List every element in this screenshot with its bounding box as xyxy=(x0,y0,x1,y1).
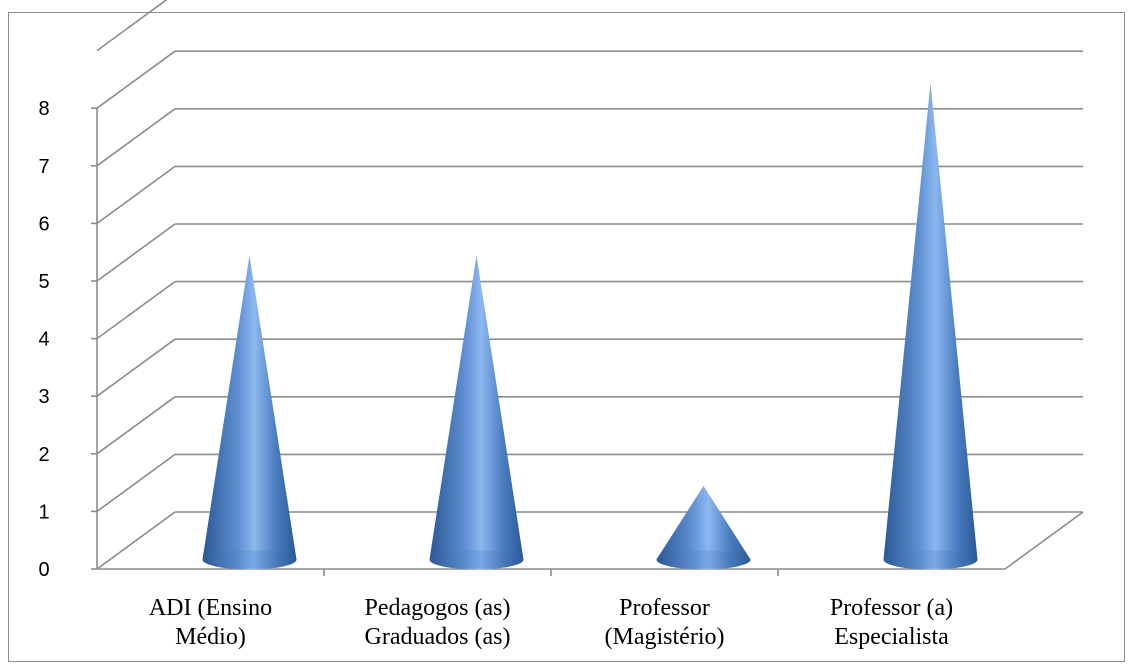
gridline-left-wall xyxy=(96,396,176,455)
cone-body xyxy=(202,255,297,570)
x-category-labels: ADI (Ensino Médio) Pedagogos (as) Graduados… xyxy=(149,595,953,650)
gridline-left-wall xyxy=(96,165,176,225)
y-tick-label: 0 xyxy=(38,559,49,581)
cone-base xyxy=(429,550,524,569)
gridline-left-wall xyxy=(96,453,176,513)
floor-right-edge xyxy=(1004,511,1084,570)
gridline-left-wall xyxy=(96,50,176,109)
cone-body xyxy=(429,255,524,570)
cone-body xyxy=(656,485,751,570)
cone-bar xyxy=(429,255,524,570)
cone-bar xyxy=(656,485,751,570)
gridline-left-wall xyxy=(96,338,176,397)
gridline-left-wall xyxy=(96,0,168,52)
x-category-label: Professor (Magistério) xyxy=(605,595,725,650)
y-tick-label: 3 xyxy=(38,386,49,408)
cone-base xyxy=(883,550,978,569)
gridline-left-wall xyxy=(96,108,176,167)
gridline-left-wall xyxy=(96,511,176,570)
y-tick-labels: 0 1 2 3 4 5 6 7 8 xyxy=(38,98,49,581)
y-tick-label: 7 xyxy=(38,156,49,178)
gridline-left-wall xyxy=(96,223,176,282)
cone-bar xyxy=(883,82,978,570)
x-category-label: Pedagogos (as) Graduados (as) xyxy=(365,595,511,650)
gridline-left-wall xyxy=(96,280,176,340)
y-tick-label: 6 xyxy=(38,213,49,235)
y-tick-label: 8 xyxy=(38,98,49,120)
cone-base xyxy=(202,550,297,569)
x-category-label: Professor (a) Especialista xyxy=(830,595,953,650)
cone-base xyxy=(656,550,751,569)
cone-body xyxy=(883,82,978,570)
y-tick-label: 4 xyxy=(38,329,49,351)
cone-bar xyxy=(202,255,297,570)
x-category-label: ADI (Ensino Médio) xyxy=(149,595,272,650)
cones xyxy=(202,82,978,570)
y-tick-label: 1 xyxy=(38,501,49,523)
y-tick-label: 5 xyxy=(38,271,49,293)
y-tick-label: 2 xyxy=(38,444,49,466)
